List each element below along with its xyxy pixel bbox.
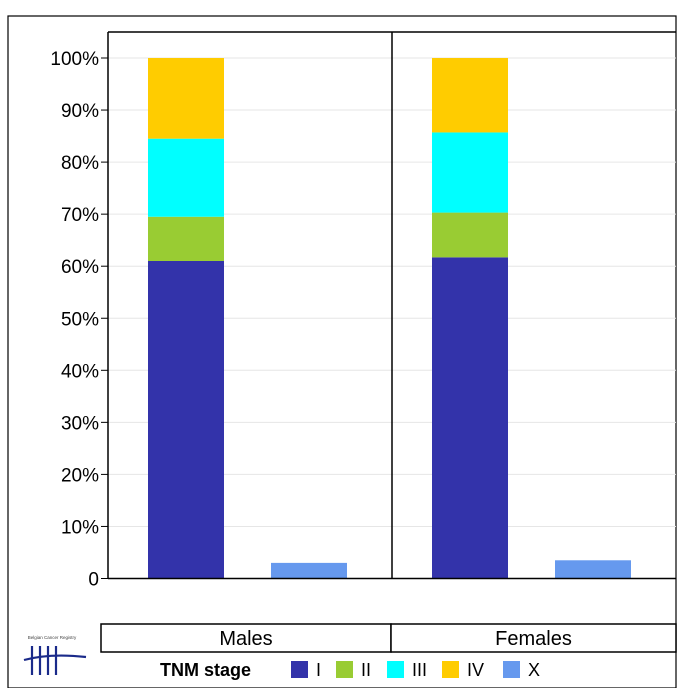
panel-label-males: Males	[219, 628, 272, 650]
y-tick-label: 0	[88, 570, 99, 591]
y-tick-label: 20%	[61, 465, 99, 486]
legend-label-iv: IV	[467, 660, 484, 680]
legend-swatch-ii	[336, 661, 353, 678]
legend-swatch-x	[503, 661, 520, 678]
legend-label-x: X	[528, 660, 540, 680]
panel-strip-females	[390, 623, 677, 653]
y-tick-label: 100%	[50, 49, 99, 70]
legend-label-i: I	[316, 660, 321, 680]
bar-segment-males-stage-ii	[148, 216, 224, 261]
legend-label-iii: III	[412, 660, 427, 680]
y-tick-labels: 0 10% 20% 30% 40% 50% 60% 70% 80% 90% 100%	[50, 49, 99, 591]
panel-label-females: Females	[495, 628, 572, 650]
legend-label-ii: II	[361, 660, 371, 680]
bar-segment-females-stage-iv	[432, 58, 508, 133]
bars-layer	[148, 58, 631, 579]
logo-text: Belgian Cancer Registry	[28, 635, 77, 640]
bar-males-stage-x	[271, 562, 347, 579]
legend-swatch-i	[291, 661, 308, 678]
y-tick-label: 40%	[61, 361, 99, 382]
y-tick-label: 90%	[61, 101, 99, 122]
y-tick-label: 30%	[61, 413, 99, 434]
panel-strip-males	[100, 623, 392, 653]
legend-title: TNM stage	[160, 660, 251, 680]
bar-segment-males-stage-iv	[148, 58, 224, 139]
bar-segment-females-stage-iii	[432, 132, 508, 213]
bar-females-stage-x	[555, 560, 631, 579]
y-tick-label: 50%	[61, 309, 99, 330]
logo: Belgian Cancer Registry	[23, 635, 87, 675]
bar-segment-males-stage-iii	[148, 138, 224, 217]
bar-segment-males-stage-i	[148, 260, 224, 579]
bar-segment-females-stage-ii	[432, 212, 508, 258]
axes-layer	[101, 31, 676, 580]
tally-marks-icon	[23, 646, 87, 675]
y-tick-label: 60%	[61, 257, 99, 278]
y-tick-label: 80%	[61, 153, 99, 174]
legend-swatch-iii	[387, 661, 404, 678]
bar-segment-females-stage-i	[432, 257, 508, 579]
y-tick-label: 10%	[61, 517, 99, 538]
panel-labels: Males Females	[100, 623, 677, 653]
legend-swatch-iv	[442, 661, 459, 678]
legend: TNM stage I II III IV X	[160, 660, 540, 680]
y-tick-label: 70%	[61, 205, 99, 226]
